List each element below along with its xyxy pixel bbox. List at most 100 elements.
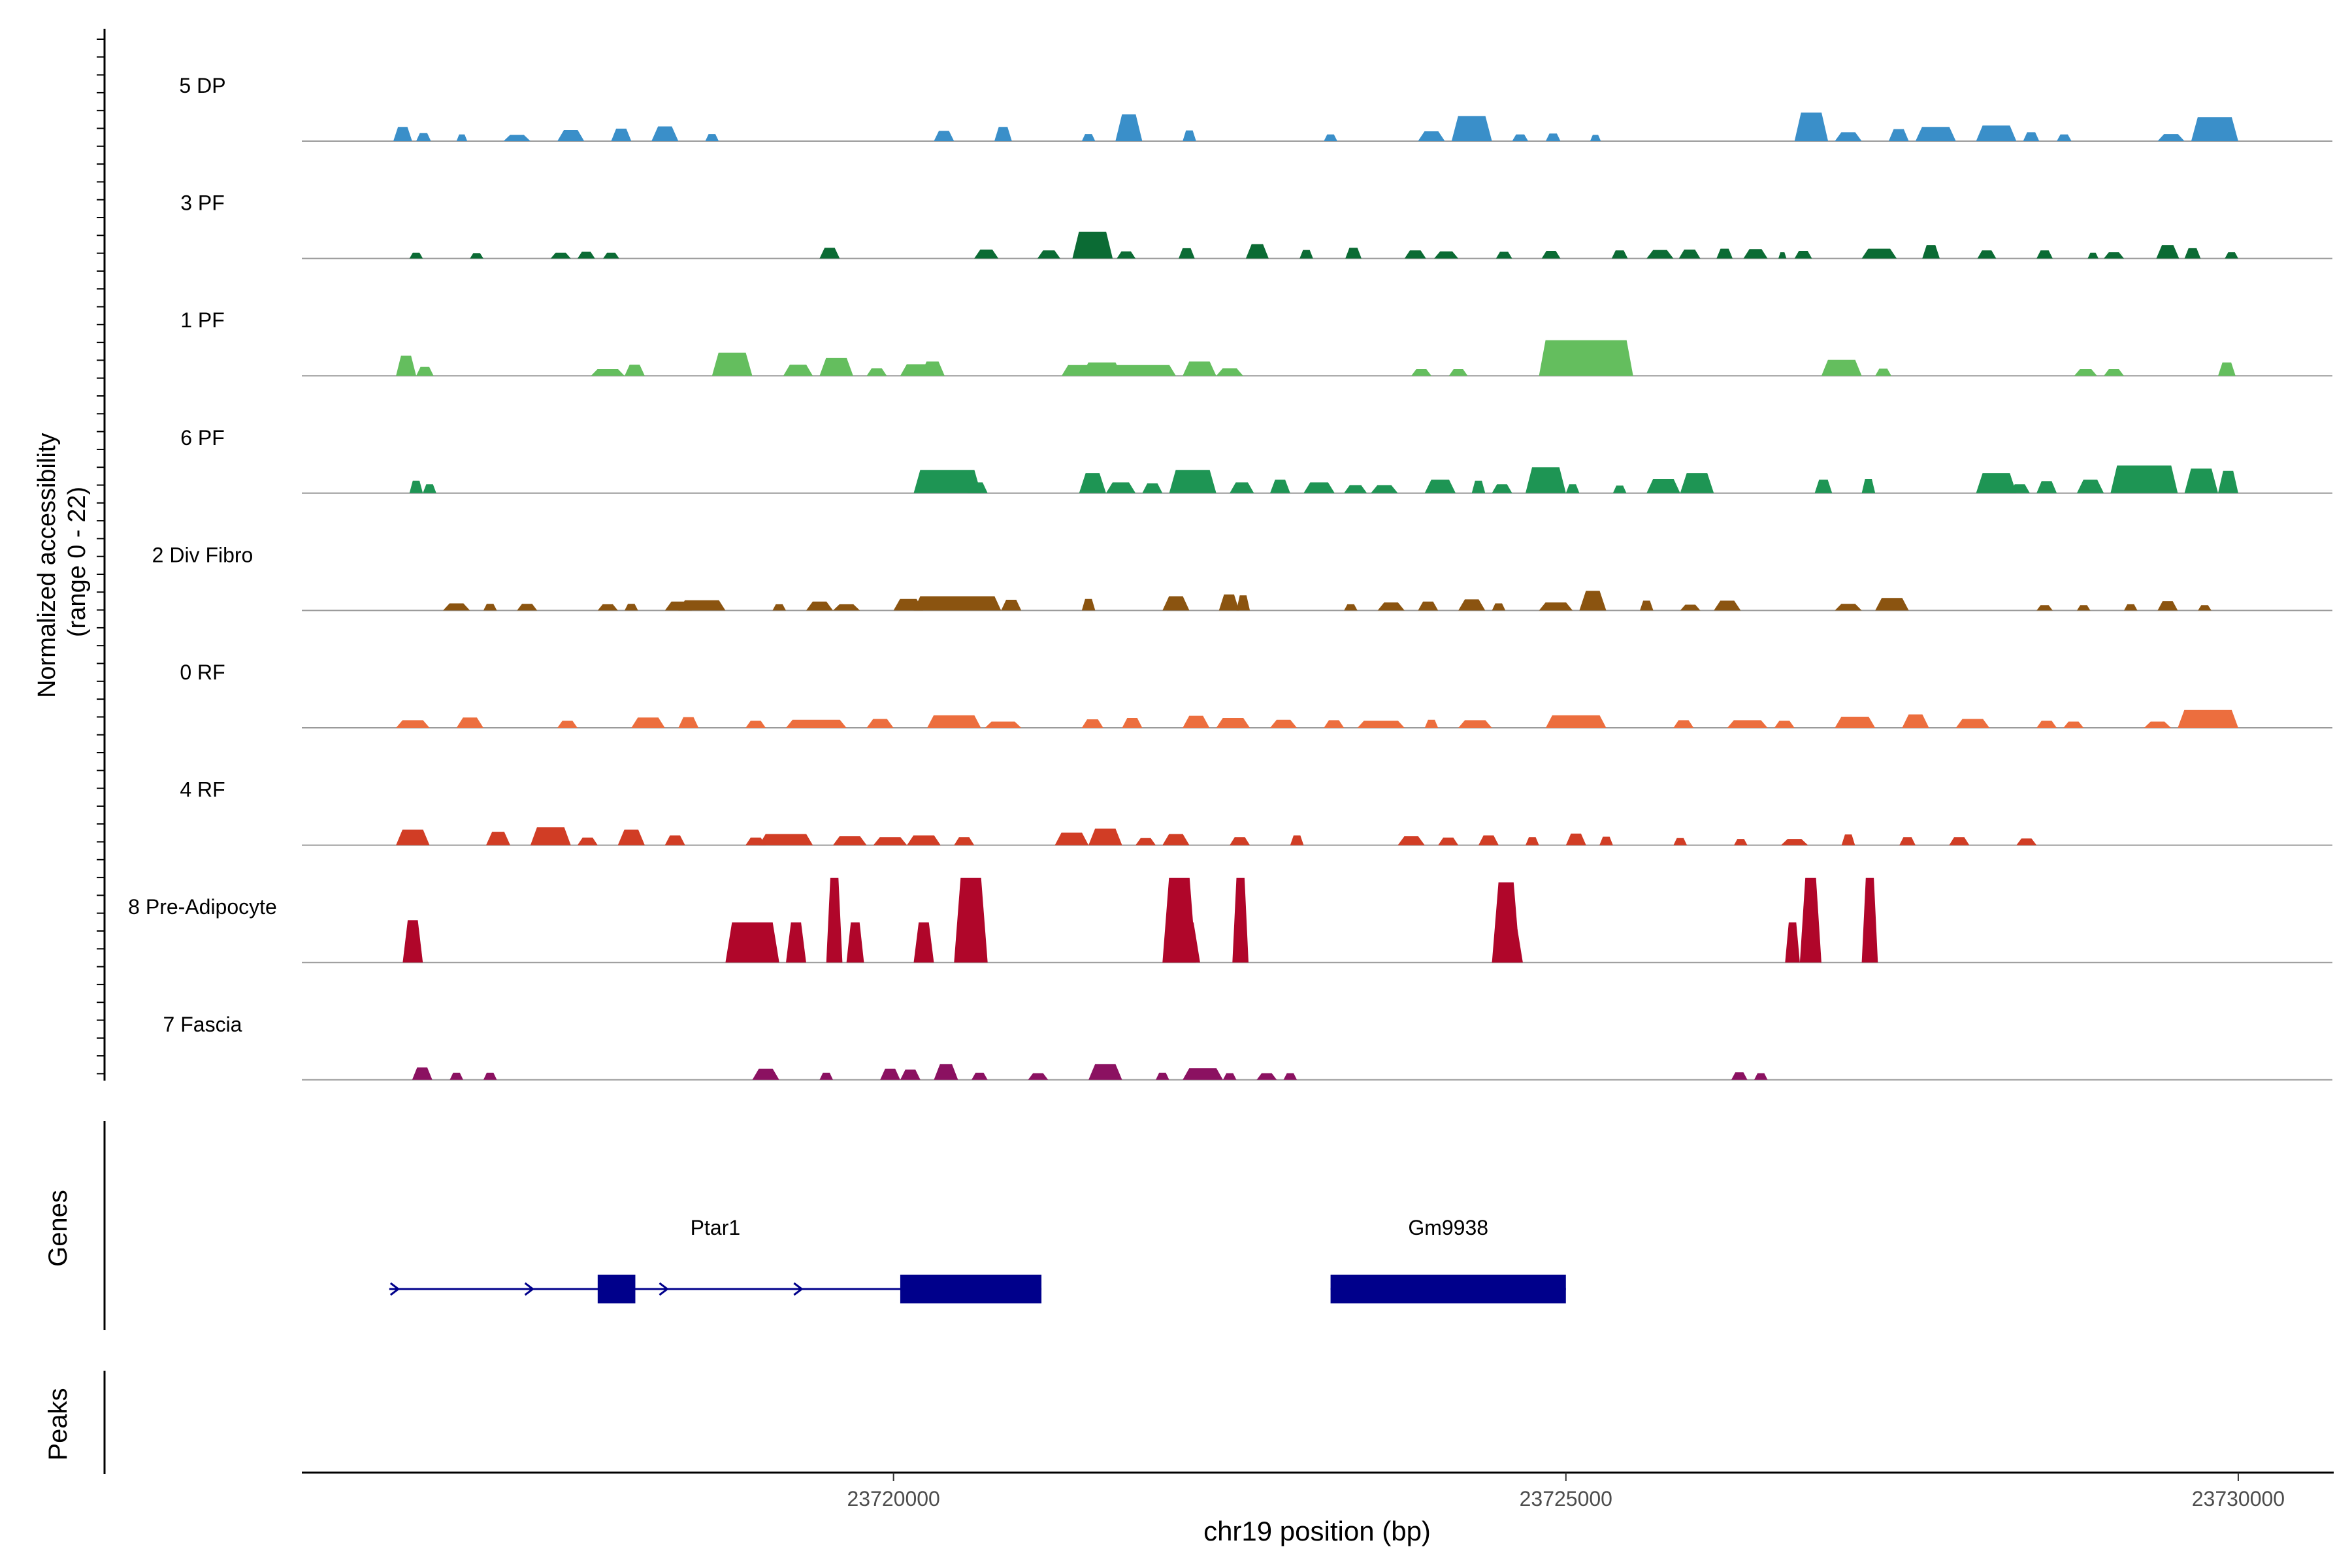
coverage-peak — [2110, 465, 2178, 493]
coverage-peak — [846, 922, 864, 963]
coverage-peak — [1590, 135, 1601, 141]
coverage-peak — [2036, 250, 2053, 259]
coverage-peak — [880, 1068, 900, 1080]
coverage-peak — [1743, 249, 1768, 259]
coverage-peak — [416, 367, 434, 376]
coverage-peak — [1888, 129, 1909, 141]
coverage-peak — [1072, 231, 1113, 259]
coverage-peak — [1115, 114, 1143, 141]
coverage-peak — [412, 1067, 433, 1080]
coverage-peak — [2156, 245, 2180, 259]
coverage-peak — [2076, 605, 2091, 611]
coverage-peak — [786, 719, 847, 728]
coverage-peak — [557, 721, 578, 728]
coverage-peak — [1122, 718, 1143, 728]
coverage-peak — [1162, 834, 1190, 845]
track-1-pf: 1 PF — [180, 308, 2332, 377]
coverage-peak — [1902, 714, 1929, 728]
coverage-peak — [1861, 479, 1876, 493]
gene-gm9938: Gm9938 — [1330, 1216, 1566, 1303]
coverage-peak — [1299, 250, 1313, 259]
coverage-peak — [1283, 1073, 1298, 1080]
coverage-peak — [449, 1072, 463, 1080]
coverage-peak — [1377, 602, 1405, 611]
coverage-peak — [1492, 603, 1506, 611]
coverage-peak — [927, 715, 981, 728]
coverage-peak — [1785, 922, 1800, 963]
coverage-peak — [1458, 720, 1492, 728]
coverage-peak — [934, 131, 955, 141]
coverage-peak — [603, 252, 619, 259]
coverage-peak — [1088, 828, 1122, 845]
coverage-peak — [1541, 251, 1561, 259]
coverage-peak — [1424, 719, 1439, 728]
track-label: 6 PF — [180, 426, 225, 449]
coverage-peak — [806, 601, 833, 611]
coverage-peak — [2023, 132, 2040, 141]
genes-track: Ptar1 Gm9938 — [389, 1216, 1566, 1303]
coverage-peak — [1821, 359, 1862, 376]
coverage-peak — [2225, 252, 2238, 259]
coverage-peak — [456, 134, 468, 141]
coverage-peak — [470, 253, 483, 259]
track-3-pf: 3 PF — [180, 191, 2332, 259]
coverage-peak — [2087, 252, 2099, 259]
coverage-peak — [972, 1072, 988, 1080]
track-5-dp: 5 DP — [179, 74, 2332, 142]
coverage-peak — [1344, 485, 1367, 493]
coverage-peak — [2198, 605, 2212, 611]
track-4-rf: 4 RF — [180, 778, 2332, 846]
coverage-peak — [517, 604, 538, 611]
coverage-peak — [705, 134, 719, 141]
gene-exon — [900, 1275, 1042, 1303]
gene-strand-arrow — [1331, 1282, 1342, 1296]
x-axis-label: chr19 position (bp) — [1203, 1516, 1431, 1546]
coverage-peak — [678, 600, 726, 611]
coverage-peak — [913, 596, 1002, 611]
x-tick-label: 23725000 — [1520, 1487, 1612, 1511]
coverage-peak — [1673, 720, 1694, 728]
coverage-peak — [985, 721, 1022, 728]
coverage-peak — [873, 837, 907, 845]
coverage-peak — [752, 1068, 779, 1080]
coverage-peak — [913, 470, 981, 493]
coverage-peak — [2036, 605, 2053, 611]
coverage-peak — [1081, 134, 1096, 141]
coverage-peak — [1345, 248, 1362, 259]
coverage-peak — [1245, 244, 1269, 259]
coverage-peak — [2184, 468, 2218, 493]
coverage-peak — [2157, 134, 2185, 141]
coverage-peak — [1418, 131, 1445, 141]
coverage-peak — [2218, 470, 2238, 493]
coverage-peak — [1727, 720, 1768, 728]
coverage-peak — [1915, 127, 1956, 141]
coverage-peak — [954, 837, 975, 845]
coverage-peak — [2036, 481, 2057, 493]
coverage-peak — [1079, 473, 1106, 493]
coverage-peak — [1955, 719, 1990, 728]
coverage-peak — [423, 484, 436, 493]
gene-strand-arrow — [659, 1282, 669, 1296]
track-label: 0 RF — [180, 661, 225, 684]
gene-strand-arrow — [389, 1282, 400, 1296]
coverage-peak — [530, 827, 571, 845]
coverage-peak — [2157, 601, 2178, 611]
gene-exon — [597, 1275, 636, 1303]
coverage-peak — [1492, 484, 1512, 493]
coverage-peak — [1781, 839, 1808, 845]
track-6-pf: 6 PF — [180, 426, 2332, 494]
coverage-peak — [783, 365, 813, 376]
coverage-peak — [1922, 245, 1940, 259]
coverage-peak — [1976, 473, 2017, 493]
coverage-peak — [1673, 838, 1687, 845]
coverage-peak — [1714, 600, 1741, 611]
coverage-peak — [2036, 721, 2057, 728]
coverage-peak — [1778, 252, 1787, 259]
coverage-peak — [1028, 1073, 1049, 1080]
coverage-peak — [1357, 721, 1405, 728]
coverage-peak — [396, 829, 430, 845]
coverage-peak — [1471, 480, 1486, 493]
coverage-peak — [1734, 839, 1748, 845]
coverage-peak — [819, 248, 840, 259]
coverage-peak — [1495, 252, 1512, 259]
